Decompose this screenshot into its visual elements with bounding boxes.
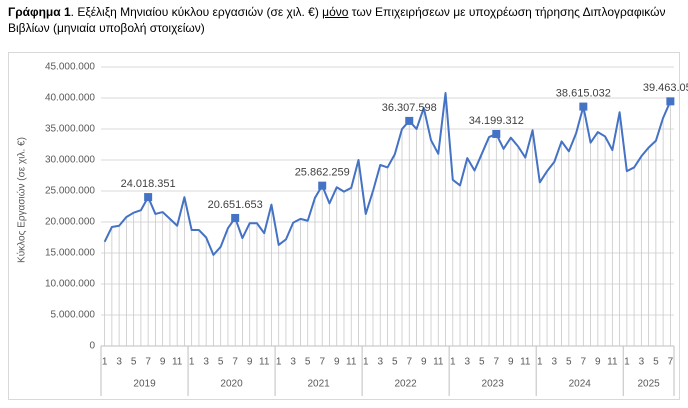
x-tick-label: 11 [607,357,618,368]
x-tick-label: 9 [508,357,514,368]
point-marker [231,213,240,222]
x-tick-label: 11 [433,357,444,368]
y-tick-label: 45.000.000 [45,62,95,73]
x-tick-label: 9 [160,357,166,368]
x-tick-label: 9 [334,357,340,368]
point-marker [492,129,501,138]
x-tick-label: 7 [319,357,325,368]
title-part: μόνο [322,5,349,19]
x-tick-label: 5 [131,357,137,368]
chart-border [8,52,680,400]
point-marker [318,181,327,190]
x-tick-label: 7 [494,357,500,368]
data-label: 38.615.032 [556,87,611,99]
x-tick-label: 1 [102,357,108,368]
point-marker [666,97,675,106]
chart-title: Γράφημα 1. Εξέλιξη Μηνιαίου κύκλου εργασ… [8,4,680,36]
x-group-label: 2022 [395,379,418,390]
x-tick-label: 5 [305,357,311,368]
data-label: 34.199.312 [469,115,524,127]
x-group-label: 2020 [220,379,243,390]
data-label: 25.862.259 [295,167,350,179]
y-axis-label: Κύκλος Εργασιών (σε χιλ. €) [16,137,28,263]
x-tick-label: 3 [377,357,383,368]
x-tick-label: 7 [145,357,151,368]
y-tick-label: 10.000.000 [45,279,95,290]
x-tick-label: 1 [276,357,282,368]
y-tick-label: 40.000.000 [45,93,95,104]
x-tick-label: 1 [189,357,195,368]
title-part: . Εξέλιξη Μηνιαίου κύκλου εργασιών (σε χ… [70,5,323,19]
x-tick-label: 3 [639,357,645,368]
x-tick-label: 1 [537,357,543,368]
x-tick-label: 3 [465,357,471,368]
x-group-label: 2025 [637,379,660,390]
data-label: 36.307.598 [382,102,437,114]
x-group-label: 2021 [307,379,330,390]
x-tick-label: 9 [595,357,601,368]
x-tick-label: 11 [346,357,357,368]
x-tick-label: 5 [566,357,572,368]
point-marker [579,102,588,111]
data-label: 24.018.351 [121,178,176,190]
data-label: 39.463.054 [643,82,688,94]
x-group-label: 2019 [133,379,156,390]
x-tick-label: 9 [247,357,253,368]
x-tick-label: 5 [392,357,398,368]
x-tick-label: 1 [363,357,369,368]
x-tick-label: 3 [290,357,296,368]
x-tick-label: 3 [552,357,558,368]
x-tick-label: 5 [218,357,224,368]
x-group-label: 2023 [482,379,505,390]
x-tick-label: 1 [624,357,630,368]
y-tick-label: 25.000.000 [45,186,95,197]
y-tick-label: 30.000.000 [45,155,95,166]
x-tick-label: 3 [116,357,122,368]
x-tick-label: 1 [450,357,456,368]
y-tick-label: 20.000.000 [45,217,95,228]
x-tick-label: 7 [406,357,412,368]
x-tick-label: 7 [232,357,238,368]
x-tick-label: 3 [203,357,209,368]
x-tick-label: 11 [172,357,183,368]
y-tick-label: 15.000.000 [45,248,95,259]
x-tick-label: 9 [421,357,427,368]
x-group-label: 2024 [569,379,592,390]
title-part: των Επιχειρήσεων με υποχρέωση τήρησης Δι… [8,5,666,35]
title-part: Γράφημα 1 [8,5,71,19]
x-tick-label: 5 [653,357,659,368]
data-label: 20.651.653 [208,199,263,211]
y-tick-label: 0 [89,341,95,352]
point-marker [144,193,153,202]
series-line [103,92,672,256]
y-tick-label: 5.000.000 [51,310,96,321]
x-tick-label: 11 [520,357,531,368]
y-tick-label: 35.000.000 [45,124,95,135]
x-tick-label: 5 [479,357,485,368]
point-marker [405,116,414,125]
x-tick-label: 11 [259,357,270,368]
x-tick-label: 7 [668,357,674,368]
x-tick-label: 7 [581,357,587,368]
